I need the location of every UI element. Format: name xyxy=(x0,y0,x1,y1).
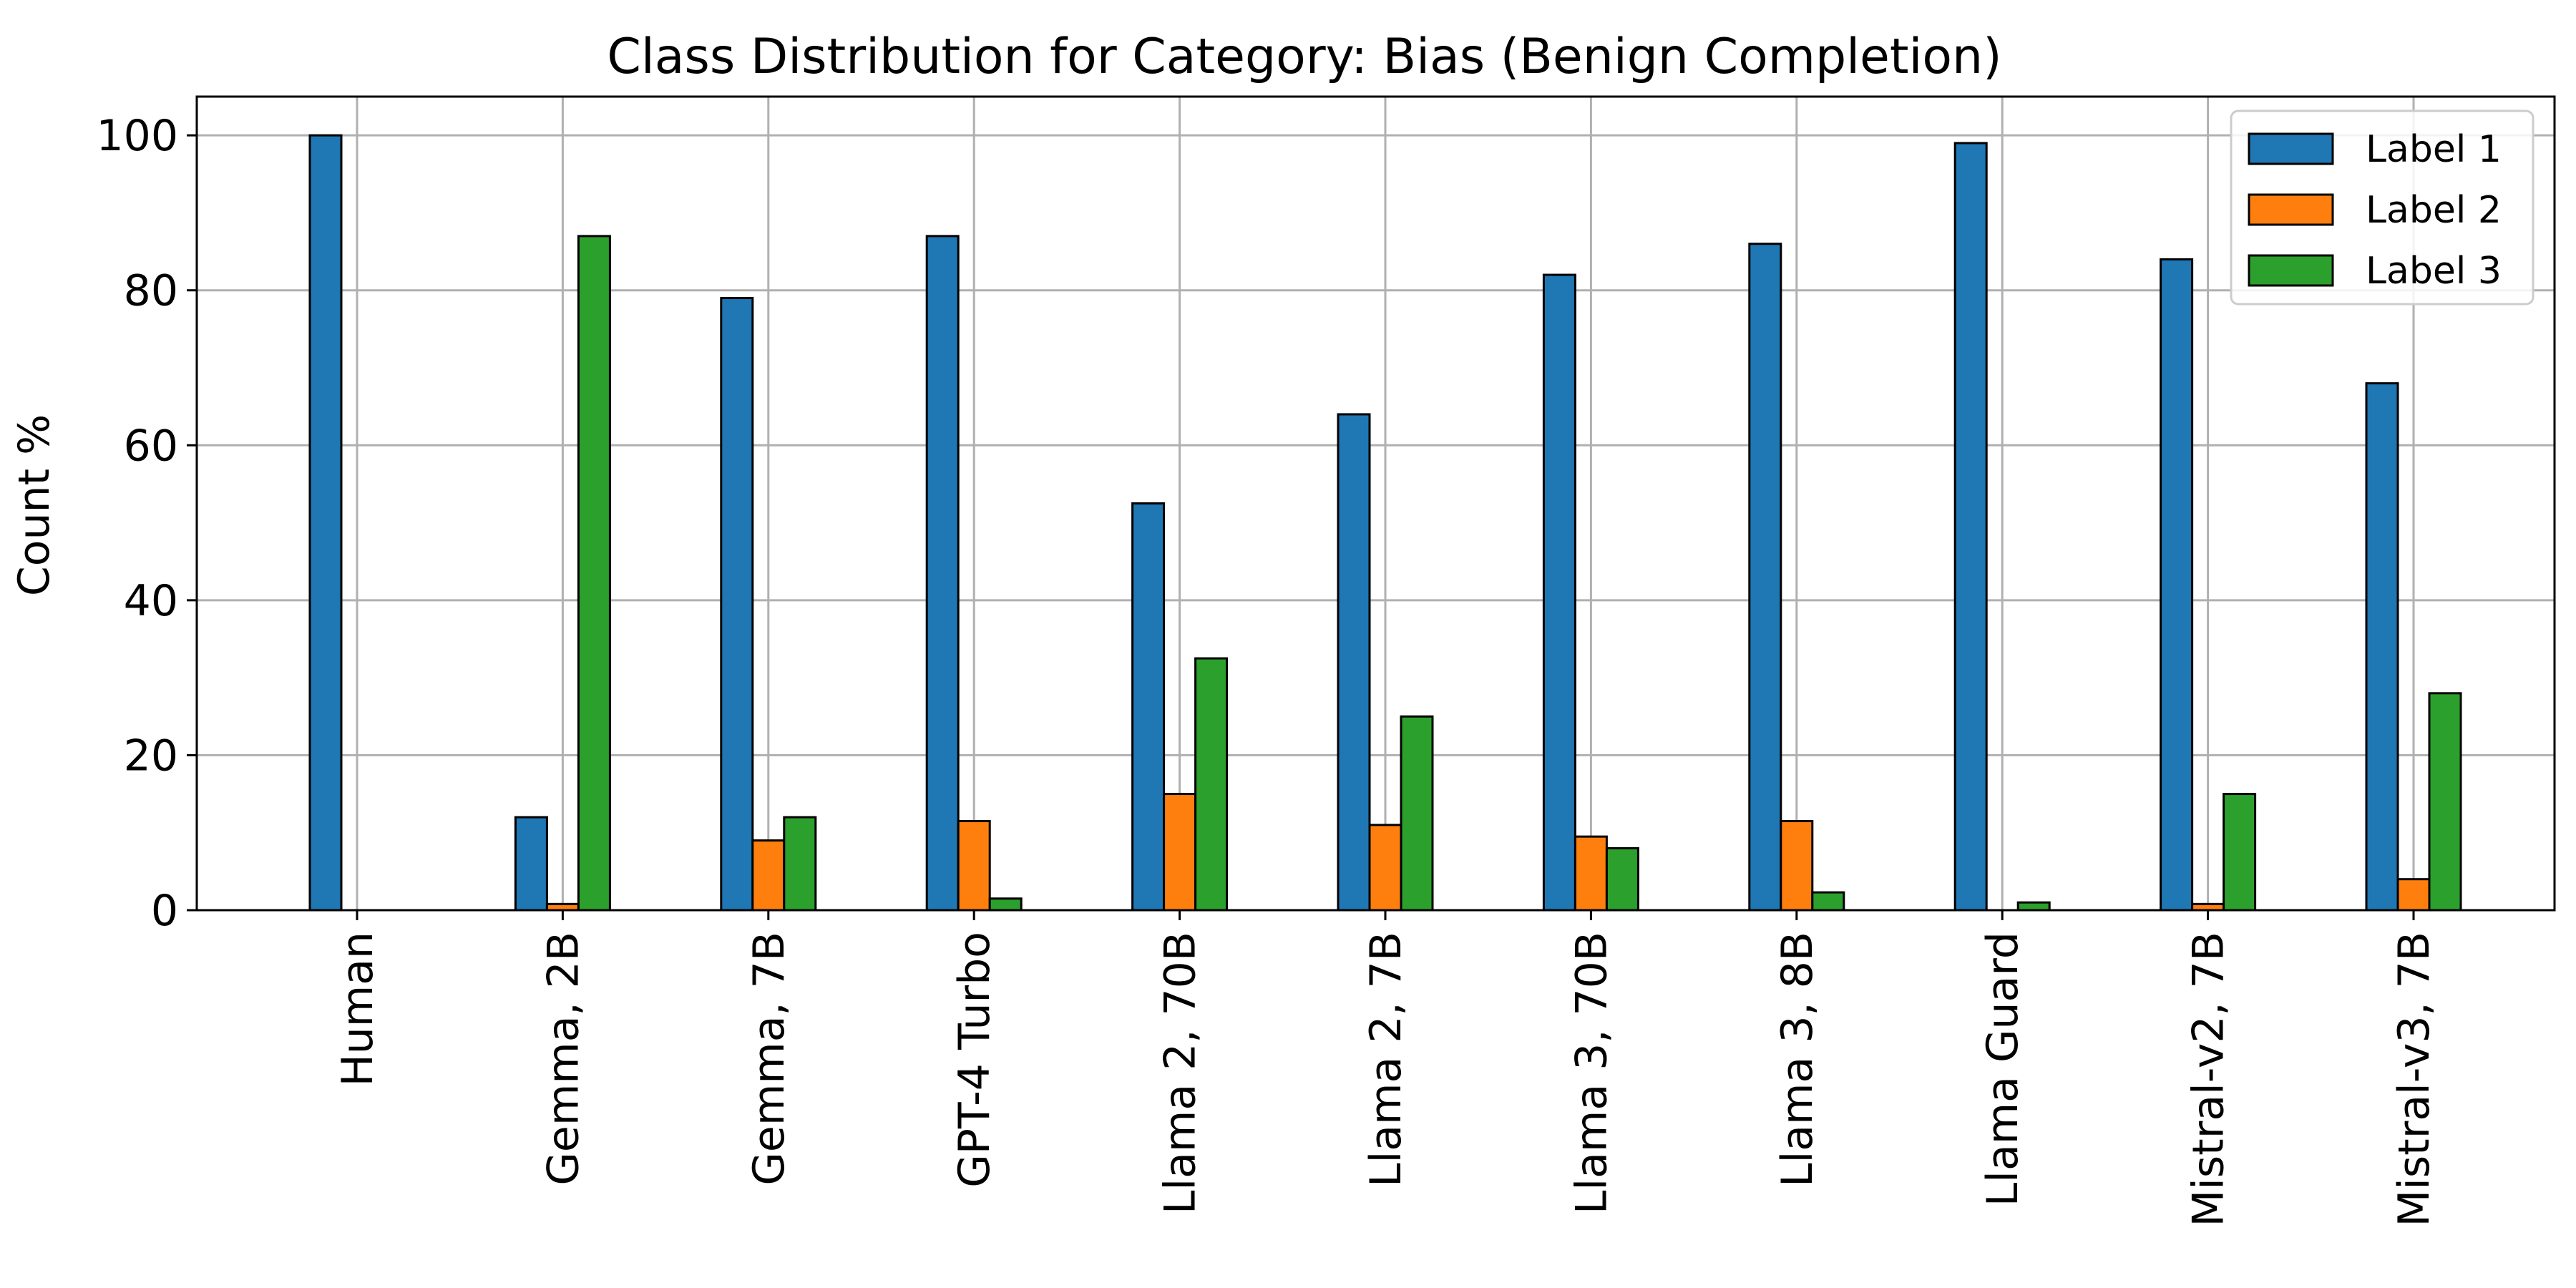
bar xyxy=(514,816,548,912)
x-tick-label: Llama 3, 8B xyxy=(1772,932,1823,1187)
legend: Label 1 Label 2 Label 3 xyxy=(2230,109,2534,306)
legend-label: Label 2 xyxy=(2366,189,2502,232)
x-tick-label: Llama 3, 70B xyxy=(1566,932,1616,1214)
bar xyxy=(2223,793,2257,912)
x-tick-label: Mistral-v3, 7B xyxy=(2389,932,2439,1227)
gridlines xyxy=(197,97,2555,912)
x-tick-label: Llama 2, 70B xyxy=(1156,932,1206,1214)
bar xyxy=(2428,692,2462,912)
x-tick-label: Gemma, 2B xyxy=(538,932,588,1186)
y-tick-label: 60 xyxy=(124,421,178,471)
bar xyxy=(1337,413,1371,912)
bar xyxy=(1542,273,1576,912)
chart-title: Class Distribution for Category: Bias (B… xyxy=(607,29,2001,85)
x-tick-label: Mistral-v2, 7B xyxy=(2184,932,2234,1227)
bar xyxy=(720,297,754,912)
bar xyxy=(783,816,817,912)
legend-swatch xyxy=(2248,254,2334,287)
bar xyxy=(1574,835,1608,912)
bar xyxy=(751,839,786,912)
y-axis-label: Count % xyxy=(9,414,59,596)
y-tick-label: 0 xyxy=(151,886,178,936)
bar xyxy=(577,235,611,912)
bar xyxy=(1400,715,1434,912)
bar xyxy=(2396,878,2431,912)
bar xyxy=(957,819,991,912)
legend-swatch xyxy=(2248,132,2334,165)
x-tick-label: Llama Guard xyxy=(1978,932,2028,1206)
x-tick-label: Gemma, 7B xyxy=(744,932,794,1186)
bar xyxy=(1953,142,1988,912)
bar xyxy=(1368,824,1402,912)
bar xyxy=(1605,847,1639,912)
bar xyxy=(1811,891,1845,912)
bar xyxy=(2365,382,2399,912)
y-tick-label: 40 xyxy=(124,576,178,626)
bar xyxy=(1780,819,1814,912)
plot-frame xyxy=(195,95,2556,912)
x-ticks: Human Gemma, 2B Gemma, 7B GPT-4 Turbo Llama … xyxy=(333,910,2439,1227)
bar xyxy=(1194,657,1229,912)
bar xyxy=(988,897,1023,912)
y-tick-label: 20 xyxy=(124,731,178,781)
bar xyxy=(2016,901,2051,912)
bar xyxy=(2160,258,2194,912)
bar xyxy=(1131,502,1166,912)
x-tick-label: Llama 2, 7B xyxy=(1361,932,1411,1187)
bar xyxy=(1163,793,1197,912)
bar xyxy=(925,235,960,912)
x-tick-label: GPT-4 Turbo xyxy=(950,932,1000,1188)
legend-swatch xyxy=(2248,193,2334,226)
y-tick-label: 100 xyxy=(96,111,178,161)
bars xyxy=(308,134,2462,912)
y-ticks: 0 20 40 60 80 100 xyxy=(96,111,197,936)
bar xyxy=(308,134,343,912)
y-tick-label: 80 xyxy=(124,266,178,316)
legend-label: Label 1 xyxy=(2366,128,2502,171)
x-tick-label: Human xyxy=(333,932,383,1086)
bar xyxy=(1748,243,1782,912)
legend-label: Label 3 xyxy=(2366,250,2502,293)
